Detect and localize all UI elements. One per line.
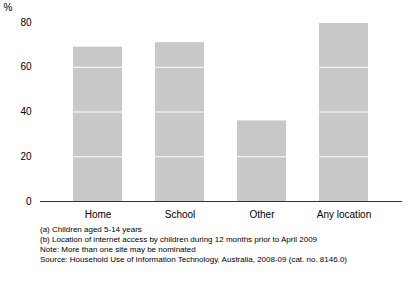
svg-text:20: 20 [20,151,32,162]
svg-text:Any location: Any location [317,209,371,220]
svg-text:Home: Home [85,209,112,220]
html-text:(a) Children aged 5-14 years: (a) Children aged 5-14 years [40,225,142,234]
html-text:(b) Location of internet acces: (b) Location of internet access by child… [40,235,317,244]
svg-text:40: 40 [20,106,32,117]
svg-text:80: 80 [20,17,32,28]
svg-text:%: % [4,2,13,13]
html-text:Note: More than one site may b: Note: More than one site may be nominate… [40,245,196,254]
html-text:Source: Household Use of Infor: Source: Household Use of Information Tec… [40,255,347,264]
svg-text:60: 60 [20,61,32,72]
svg-text:0: 0 [26,196,32,207]
svg-text:School: School [165,209,196,220]
svg-text:Other: Other [249,209,275,220]
